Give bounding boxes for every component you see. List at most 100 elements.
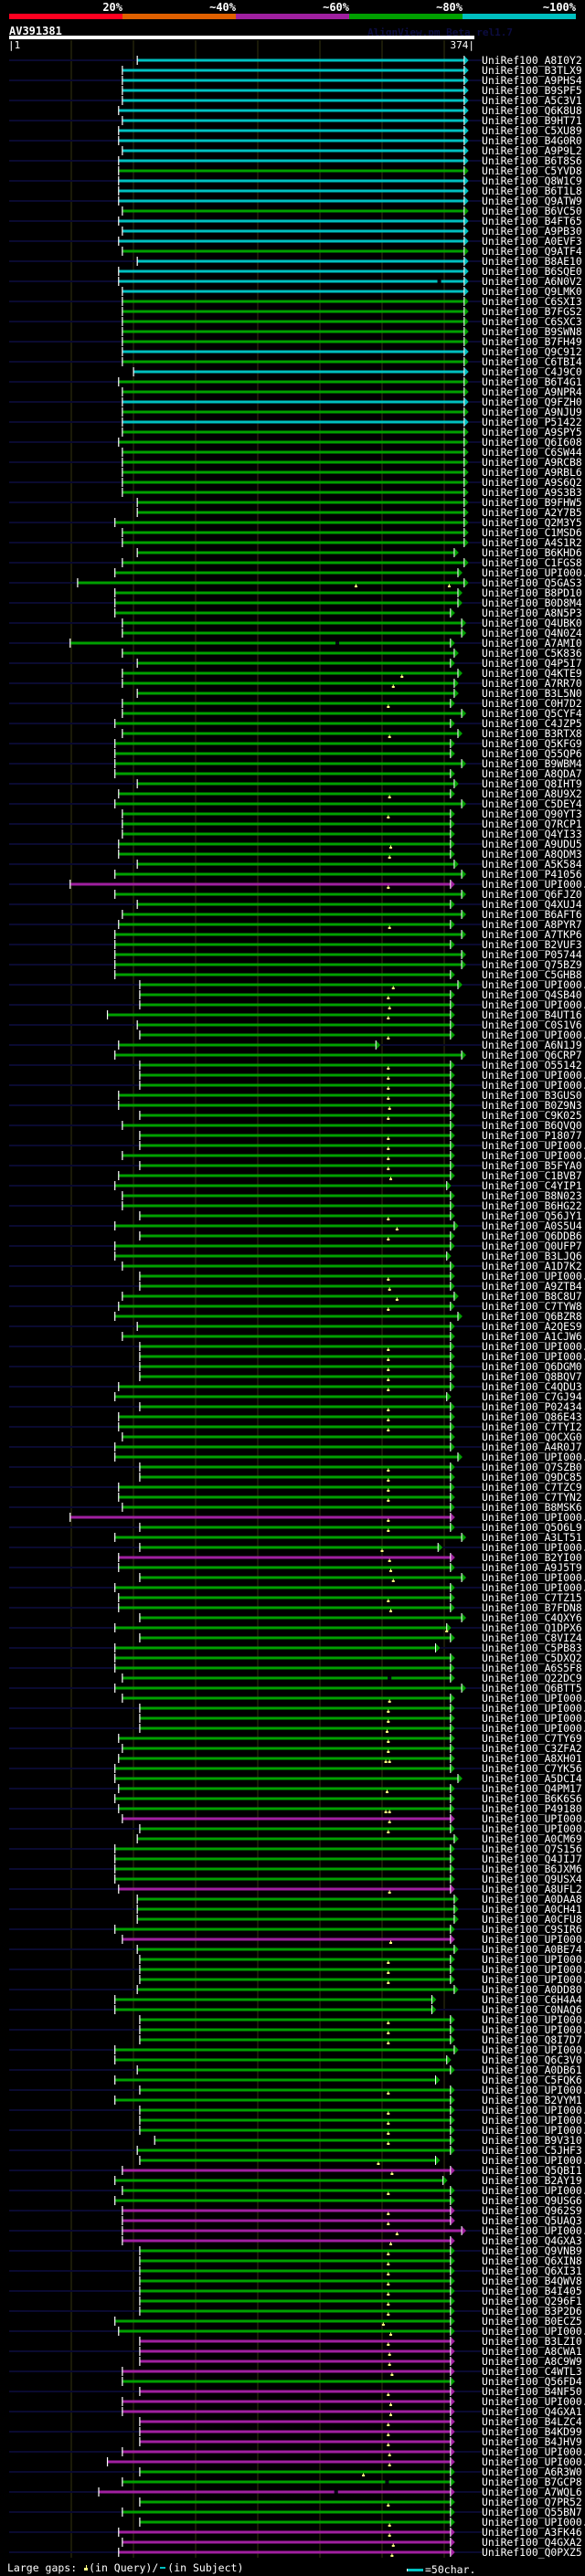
hit-label[interactable]: UniRef100_Q6BZR8 bbox=[482, 1310, 582, 1323]
hit-label[interactable]: UniRef100_UPI000.. bbox=[482, 1722, 585, 1735]
hit-label[interactable]: UniRef100_Q56JY1 bbox=[482, 1209, 582, 1222]
hit-label[interactable]: UniRef100_C8VIZ4 bbox=[482, 1631, 582, 1644]
hit-label[interactable]: UniRef100_Q9DC85 bbox=[482, 1471, 582, 1483]
hit-label[interactable]: UniRef100_Q75BZ9 bbox=[482, 958, 582, 971]
hit-label[interactable]: UniRef100_A9S3B3 bbox=[482, 486, 582, 499]
hit-label[interactable]: UniRef100_UPI000.. bbox=[482, 2124, 585, 2137]
hit-label[interactable]: UniRef100_UPI000.. bbox=[482, 878, 585, 891]
hit-label[interactable]: UniRef100_UPI000.. bbox=[482, 1933, 585, 1946]
hit-label[interactable]: UniRef100_B4KD99 bbox=[482, 2425, 582, 2438]
hit-label[interactable]: UniRef100_A8N5P3 bbox=[482, 607, 582, 619]
hit-label[interactable]: UniRef100_Q6I608 bbox=[482, 436, 582, 449]
hit-label[interactable]: UniRef100_C6SXI3 bbox=[482, 295, 582, 308]
hit-label[interactable]: UniRef100_A7AMI0 bbox=[482, 637, 582, 649]
hit-label[interactable]: UniRef100_Q4PM17 bbox=[482, 1782, 582, 1795]
hit-label[interactable]: UniRef100_C4QDU3 bbox=[482, 1380, 582, 1393]
hit-label[interactable]: UniRef100_UPI000.. bbox=[482, 1541, 585, 1554]
hit-label[interactable]: UniRef100_A9SPY5 bbox=[482, 426, 582, 438]
hit-label[interactable]: UniRef100_C1MSD6 bbox=[482, 526, 582, 539]
hit-label[interactable]: UniRef100_C4J9C0 bbox=[482, 365, 582, 378]
hit-label[interactable]: UniRef100_UPI000.. bbox=[482, 2114, 585, 2127]
hit-label[interactable]: UniRef100_B4I405 bbox=[482, 2285, 582, 2297]
hit-label[interactable]: UniRef100_UPI000.. bbox=[482, 1702, 585, 1715]
hit-label[interactable]: UniRef100_Q4P5I7 bbox=[482, 657, 582, 670]
hit-label[interactable]: UniRef100_Q962S9 bbox=[482, 2204, 582, 2217]
hit-label[interactable]: UniRef100_Q6XIN8 bbox=[482, 2254, 582, 2267]
hit-label[interactable]: UniRef100_P05744 bbox=[482, 948, 582, 961]
hit-label[interactable]: UniRef100_Q2M3Y5 bbox=[482, 516, 582, 529]
hit-label[interactable]: UniRef100_B3LJQ6 bbox=[482, 1250, 582, 1262]
hit-label[interactable]: UniRef100_UPI000.. bbox=[482, 2325, 585, 2338]
hit-label[interactable]: UniRef100_A9UDU5 bbox=[482, 838, 582, 850]
hit-label[interactable]: UniRef100_Q6CRP7 bbox=[482, 1049, 582, 1061]
hit-label[interactable]: UniRef100_Q0UFP7 bbox=[482, 1240, 582, 1252]
hit-label[interactable]: UniRef100_Q6DDB6 bbox=[482, 1230, 582, 1242]
hit-label[interactable]: UniRef100_UPI000.. bbox=[482, 1511, 585, 1524]
hit-label[interactable]: UniRef100_C5DEY4 bbox=[482, 797, 582, 810]
hit-label[interactable]: UniRef100_A8I0Y2 bbox=[482, 54, 582, 67]
hit-label[interactable]: UniRef100_B4G0R0 bbox=[482, 134, 582, 147]
hit-label[interactable]: UniRef100_Q5QBI1 bbox=[482, 2164, 582, 2177]
hit-label[interactable]: UniRef100_Q4GXA2 bbox=[482, 2536, 582, 2549]
hit-label[interactable]: UniRef100_B2VYM1 bbox=[482, 2094, 582, 2106]
hit-label[interactable]: UniRef100_UPI000.. bbox=[482, 1079, 585, 1092]
hit-label[interactable]: UniRef100_C3ZFA2 bbox=[482, 1742, 582, 1755]
hit-label[interactable]: UniRef100_A9NPR4 bbox=[482, 385, 582, 398]
hit-label[interactable]: UniRef100_A8UFL2 bbox=[482, 1883, 582, 1895]
hit-label[interactable]: UniRef100_UPI000.. bbox=[482, 2445, 585, 2458]
hit-label[interactable]: UniRef100_UPI000.. bbox=[482, 2154, 585, 2167]
hit-label[interactable]: UniRef100_UPI000.. bbox=[482, 2013, 585, 2026]
hit-label[interactable]: UniRef100_C4YIP1 bbox=[482, 1179, 582, 1192]
hit-label[interactable]: UniRef100_P49180 bbox=[482, 1802, 582, 1815]
hit-label[interactable]: UniRef100_Q9USX4 bbox=[482, 1873, 582, 1885]
hit-label[interactable]: UniRef100_B4QWV8 bbox=[482, 2275, 582, 2287]
hit-label[interactable]: UniRef100_Q0PXZ5 bbox=[482, 2546, 582, 2559]
hit-label[interactable]: UniRef100_A9J5T9 bbox=[482, 1561, 582, 1574]
hit-label[interactable]: UniRef100_B6VC50 bbox=[482, 205, 582, 217]
hit-label[interactable]: UniRef100_UPI000.. bbox=[482, 1270, 585, 1283]
hit-label[interactable]: UniRef100_A8XH01 bbox=[482, 1752, 582, 1765]
hit-label[interactable]: UniRef100_UPI000.. bbox=[482, 566, 585, 579]
hit-label[interactable]: UniRef100_Q7S156 bbox=[482, 1842, 582, 1855]
hit-label[interactable]: UniRef100_A9RCB8 bbox=[482, 456, 582, 469]
hit-label[interactable]: UniRef100_UPI000.. bbox=[482, 1581, 585, 1594]
hit-label[interactable]: UniRef100_Q7SZB0 bbox=[482, 1461, 582, 1473]
hit-label[interactable]: UniRef100_Q5GAS3 bbox=[482, 576, 582, 589]
hit-label[interactable]: UniRef100_Q5KFG9 bbox=[482, 737, 582, 750]
hit-label[interactable]: UniRef100_Q296F1 bbox=[482, 2295, 582, 2307]
hit-label[interactable]: UniRef100_UPI000.. bbox=[482, 1350, 585, 1363]
hit-label[interactable]: UniRef100_C5DXQ2 bbox=[482, 1652, 582, 1664]
hit-label[interactable]: UniRef100_B0D8M4 bbox=[482, 596, 582, 609]
hit-label[interactable]: UniRef100_B6T1L8 bbox=[482, 185, 582, 197]
hit-label[interactable]: UniRef100_UPI000.. bbox=[482, 1712, 585, 1725]
hit-label[interactable]: UniRef100_Q7RCP1 bbox=[482, 818, 582, 830]
hit-label[interactable]: UniRef100_A9NJU9 bbox=[482, 406, 582, 418]
hit-label[interactable]: UniRef100_B7FGS2 bbox=[482, 305, 582, 318]
hit-label[interactable]: UniRef100_B6SQE0 bbox=[482, 265, 582, 278]
hit-label[interactable]: UniRef100_A1CJW6 bbox=[482, 1330, 582, 1343]
hit-label[interactable]: UniRef100_B6QVQ0 bbox=[482, 1119, 582, 1132]
hit-label[interactable]: UniRef100_B4LZC4 bbox=[482, 2415, 582, 2428]
hit-label[interactable]: UniRef100_Q5UAQ3 bbox=[482, 2214, 582, 2227]
hit-label[interactable]: UniRef100_Q5CYF4 bbox=[482, 707, 582, 720]
hit-label[interactable]: UniRef100_UPI000.. bbox=[482, 1692, 585, 1705]
hit-label[interactable]: UniRef100_UPI000.. bbox=[482, 2084, 585, 2096]
hit-label[interactable]: UniRef100_Q1DPX6 bbox=[482, 1621, 582, 1634]
hit-label[interactable]: UniRef100_C1BVB7 bbox=[482, 1169, 582, 1182]
hit-label[interactable]: UniRef100_A6N1J9 bbox=[482, 1039, 582, 1051]
hit-label[interactable]: UniRef100_B6K6S6 bbox=[482, 1792, 582, 1805]
hit-label[interactable]: UniRef100_Q4KTE9 bbox=[482, 667, 582, 680]
hit-label[interactable]: UniRef100_Q4XUJ4 bbox=[482, 898, 582, 911]
hit-label[interactable]: UniRef100_A0BE74 bbox=[482, 1943, 582, 1956]
hit-label[interactable]: UniRef100_A9RBL6 bbox=[482, 466, 582, 479]
hit-label[interactable]: UniRef100_UPI000.. bbox=[482, 2224, 585, 2237]
hit-label[interactable]: UniRef100_A9ZTB4 bbox=[482, 1280, 582, 1293]
hit-label[interactable]: UniRef100_Q8BQV7 bbox=[482, 1370, 582, 1383]
hit-label[interactable]: UniRef100_B8N023 bbox=[482, 1189, 582, 1202]
hit-label[interactable]: UniRef100_B8MSK6 bbox=[482, 1501, 582, 1514]
hit-label[interactable]: UniRef100_A0S5U4 bbox=[482, 1219, 582, 1232]
hit-label[interactable]: UniRef100_A0DB61 bbox=[482, 2064, 582, 2076]
hit-label[interactable]: UniRef100_Q4YI33 bbox=[482, 828, 582, 840]
hit-label[interactable]: UniRef100_Q9USG6 bbox=[482, 2194, 582, 2207]
hit-label[interactable]: UniRef100_P41056 bbox=[482, 868, 582, 881]
